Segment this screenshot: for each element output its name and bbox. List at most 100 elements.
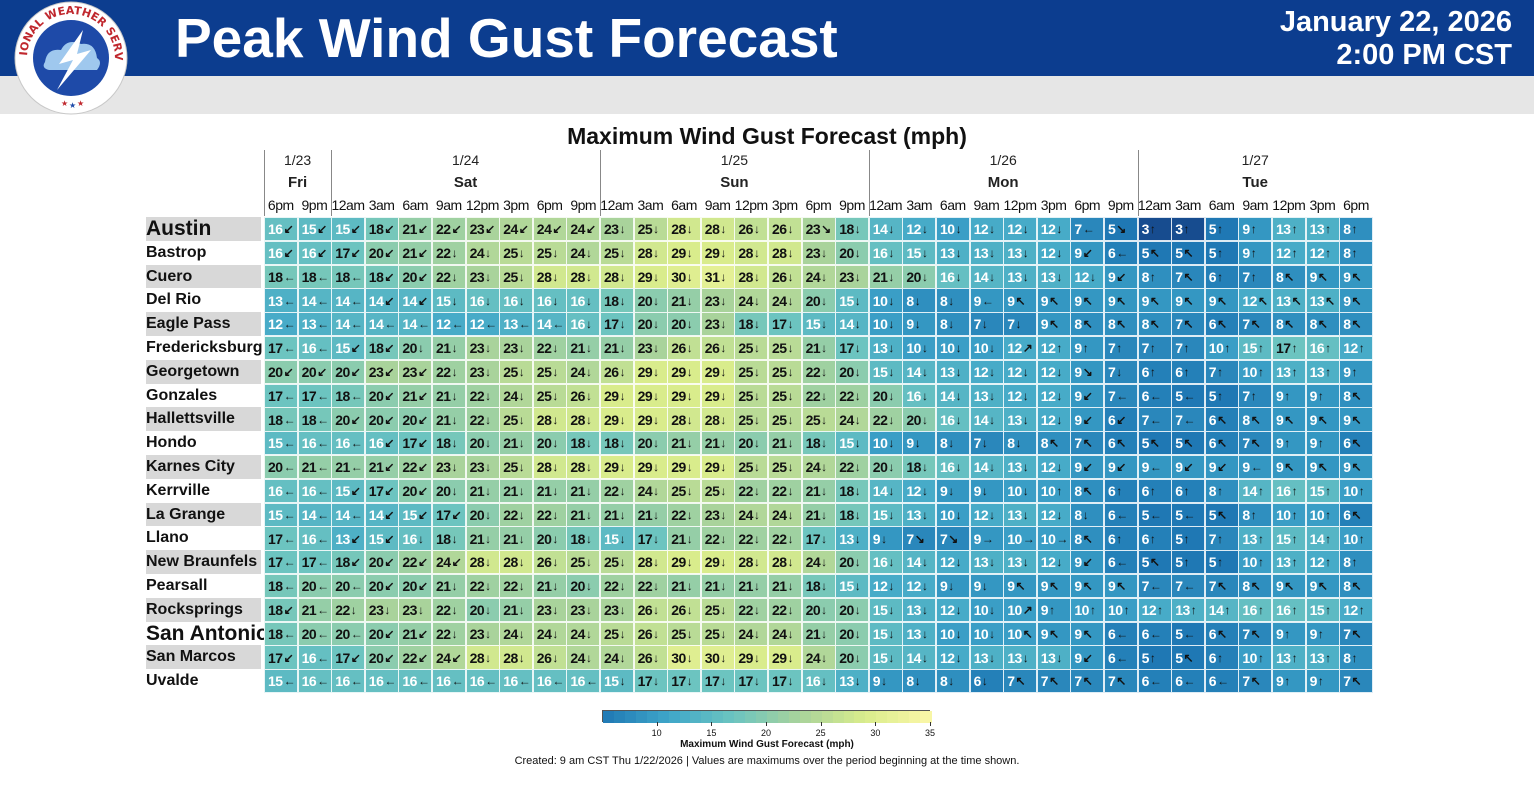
wind-direction-icon: ↓: [1116, 364, 1122, 379]
wind-direction-icon: ↓: [653, 507, 659, 522]
gust-value: 28: [738, 244, 753, 261]
wind-direction-icon: ↑: [1123, 602, 1130, 617]
wind-direction-icon: ↑: [1056, 341, 1062, 356]
wind-direction-icon: ↓: [686, 245, 693, 260]
gust-value: 13: [1007, 649, 1022, 666]
gust-cell: 21 ↓: [667, 574, 702, 599]
gust-value: 10: [940, 506, 955, 523]
gust-value: 25: [503, 363, 518, 380]
gust-cell: 16 ←: [432, 669, 467, 694]
wind-direction-icon: ↓: [854, 507, 861, 522]
wind-direction-icon: ↓: [518, 460, 525, 475]
gust-value: 5: [1208, 221, 1217, 238]
gust-value: 16: [503, 673, 518, 690]
gust-cell: 22 ↓: [734, 526, 769, 551]
gust-value: 6: [1141, 625, 1150, 642]
gust-cell: 12 ↓: [902, 217, 937, 242]
gust-value: 29: [671, 387, 686, 404]
wind-direction-icon: ↓: [720, 412, 726, 427]
gust-value: 20: [436, 482, 451, 499]
gust-value: 20: [671, 316, 686, 333]
wind-direction-icon: ↓: [552, 269, 558, 284]
gust-value: 9: [1175, 459, 1183, 476]
gust-value: 20: [368, 625, 384, 642]
gust-value: 25: [738, 387, 753, 404]
wind-direction-icon: ←: [552, 317, 564, 332]
gust-cell: 25 ↓: [768, 336, 803, 361]
wind-direction-icon: ↖: [1351, 579, 1362, 594]
gust-value: 15: [301, 221, 317, 238]
gust-cell: 29 ↓: [700, 550, 735, 575]
gust-cell: 7 ↖: [1003, 669, 1038, 694]
time-label: 9pm: [301, 197, 328, 213]
wind-direction-icon: ↓: [585, 388, 592, 403]
gust-value: 5: [1175, 625, 1183, 642]
wind-direction-icon: ↓: [1022, 650, 1029, 665]
wind-direction-icon: ↓: [821, 602, 827, 617]
gust-value: 6: [1343, 506, 1351, 523]
wind-direction-icon: ↖: [1317, 412, 1328, 427]
wind-direction-icon: ↙: [350, 531, 361, 546]
gust-value: 10: [1309, 506, 1325, 523]
gust-cell: 7 ↑: [1238, 264, 1273, 289]
wind-direction-icon: ↓: [753, 222, 760, 237]
gust-value: 5: [1208, 244, 1217, 261]
gust-cell: 7 ↑: [1238, 383, 1273, 408]
gust-cell: 20 ↓: [835, 240, 870, 266]
gust-cell: 6 ↙: [1104, 407, 1139, 432]
day-separator: [600, 150, 601, 216]
gust-cell: 21 ↓: [465, 478, 500, 504]
gust-cell: 12 ↓: [1036, 240, 1071, 266]
gust-value: 9: [1108, 292, 1116, 309]
wind-direction-icon: ↓: [585, 507, 592, 522]
gust-value: 10: [1208, 340, 1224, 357]
gust-cell: 7 ↑: [1204, 526, 1239, 551]
gust-value: 16: [1242, 601, 1257, 618]
gust-value: 16: [368, 673, 384, 690]
gust-cell: 25 ↓: [734, 407, 769, 432]
gust-cell: 28 ↓: [700, 407, 735, 432]
gust-cell: 5 ↖: [1137, 431, 1172, 456]
gust-cell: 21 ↓: [499, 478, 534, 504]
gust-value: 20: [402, 482, 417, 499]
gust-cell: 25 ↓: [600, 550, 635, 575]
gust-cell: 20 ↓: [465, 431, 500, 456]
gust-value: 6: [1208, 268, 1217, 285]
gust-cell: 7 ↖: [1171, 264, 1206, 289]
wind-direction-icon: ↓: [753, 317, 760, 332]
gust-value: 22: [704, 530, 720, 547]
gust-cell: 24 ↙: [432, 645, 467, 670]
wind-direction-icon: →: [1056, 531, 1068, 546]
wind-direction-icon: ↑: [1082, 341, 1089, 356]
gust-cell: 15 ↓: [600, 526, 635, 551]
gust-value: 14: [872, 221, 888, 238]
gust-cell: 24 ↓: [532, 621, 567, 646]
gust-value: 21: [570, 506, 585, 523]
gust-value: 24: [738, 506, 753, 523]
gust-value: 8: [1242, 411, 1250, 428]
wind-direction-icon: ↓: [686, 602, 693, 617]
gust-cell: 20 ←: [331, 621, 366, 646]
wind-direction-icon: ↓: [955, 341, 962, 356]
gust-cell: 7 ←: [1104, 383, 1139, 408]
wind-direction-icon: ↓: [485, 483, 491, 498]
gust-cell: 9 ↑: [1272, 431, 1307, 456]
gust-cell: 20 ↓: [432, 478, 467, 504]
gust-cell: 9 ↓: [969, 478, 1004, 504]
gust-value: 18: [570, 435, 585, 452]
gust-cell: 15 ↑: [1238, 336, 1273, 361]
gust-cell: 16 ←: [297, 336, 332, 361]
wind-direction-icon: ↑: [1183, 364, 1189, 379]
wind-direction-icon: ↓: [686, 650, 693, 665]
gust-value: 23: [402, 601, 417, 618]
gust-value: 16: [872, 554, 888, 571]
gust-cell: 7 ↖: [1036, 669, 1071, 694]
gust-value: 10: [973, 340, 989, 357]
gust-value: 22: [604, 482, 619, 499]
gust-cell: 22 ↓: [700, 526, 735, 551]
wind-direction-icon: ↙: [384, 531, 394, 546]
gust-cell: 25 ↓: [532, 359, 567, 385]
wind-direction-icon: ↖: [1317, 579, 1328, 594]
gust-cell: 17 ←: [297, 550, 332, 575]
wind-direction-icon: ↓: [821, 317, 827, 332]
